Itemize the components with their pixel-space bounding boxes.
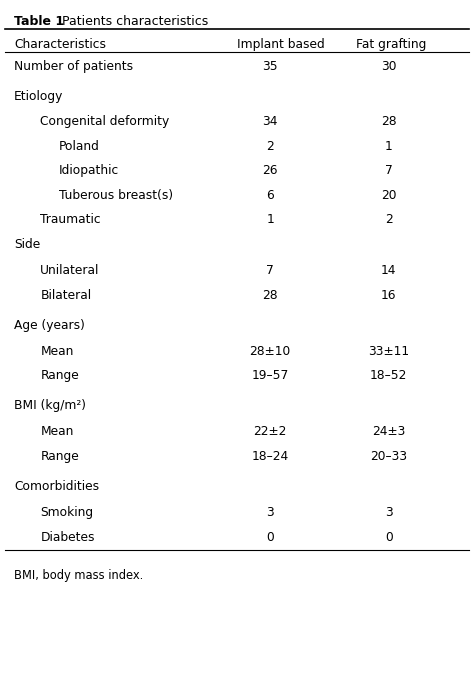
Text: BMI (kg/m²): BMI (kg/m²) [14, 399, 86, 412]
Text: 28: 28 [381, 115, 396, 128]
Text: 1: 1 [385, 140, 392, 153]
Text: 14: 14 [381, 264, 396, 277]
Text: Implant based: Implant based [237, 38, 325, 51]
Text: Etiology: Etiology [14, 90, 64, 103]
Text: Side: Side [14, 238, 40, 251]
Text: 7: 7 [385, 164, 392, 177]
Text: Range: Range [40, 450, 79, 463]
Text: 0: 0 [266, 531, 274, 544]
Text: Bilateral: Bilateral [40, 289, 91, 302]
Text: Smoking: Smoking [40, 506, 93, 519]
Text: Number of patients: Number of patients [14, 60, 133, 73]
Text: Unilateral: Unilateral [40, 264, 100, 277]
Text: Table 1: Table 1 [14, 15, 64, 28]
Text: Tuberous breast(s): Tuberous breast(s) [59, 189, 173, 202]
Text: 35: 35 [263, 60, 278, 73]
Text: Traumatic: Traumatic [40, 213, 101, 226]
Text: 6: 6 [266, 189, 274, 202]
Text: 30: 30 [381, 60, 396, 73]
Text: Mean: Mean [40, 425, 73, 438]
Text: Patients characteristics: Patients characteristics [58, 15, 208, 28]
Text: 1: 1 [266, 213, 274, 226]
Text: 19–57: 19–57 [252, 369, 289, 382]
Text: Mean: Mean [40, 345, 73, 358]
Text: 34: 34 [263, 115, 278, 128]
Text: 26: 26 [263, 164, 278, 177]
Text: Fat grafting: Fat grafting [356, 38, 426, 51]
Text: 0: 0 [385, 531, 392, 544]
Text: 18–24: 18–24 [252, 450, 289, 463]
Text: BMI, body mass index.: BMI, body mass index. [14, 569, 144, 582]
Text: Poland: Poland [59, 140, 100, 153]
Text: 28±10: 28±10 [249, 345, 291, 358]
Text: 3: 3 [266, 506, 274, 519]
Text: 16: 16 [381, 289, 396, 302]
Text: 18–52: 18–52 [370, 369, 407, 382]
Text: 20–33: 20–33 [370, 450, 407, 463]
Text: Comorbidities: Comorbidities [14, 480, 100, 493]
Text: Characteristics: Characteristics [14, 38, 106, 51]
Text: 7: 7 [266, 264, 274, 277]
Text: 22±2: 22±2 [254, 425, 287, 438]
Text: Range: Range [40, 369, 79, 382]
Text: 20: 20 [381, 189, 396, 202]
Text: Diabetes: Diabetes [40, 531, 95, 544]
Text: 3: 3 [385, 506, 392, 519]
Text: Congenital deformity: Congenital deformity [40, 115, 170, 128]
Text: Idiopathic: Idiopathic [59, 164, 119, 177]
Text: 2: 2 [385, 213, 392, 226]
Text: 28: 28 [263, 289, 278, 302]
Text: 24±3: 24±3 [372, 425, 405, 438]
Text: 2: 2 [266, 140, 274, 153]
Text: 33±11: 33±11 [368, 345, 409, 358]
Text: Age (years): Age (years) [14, 319, 85, 332]
